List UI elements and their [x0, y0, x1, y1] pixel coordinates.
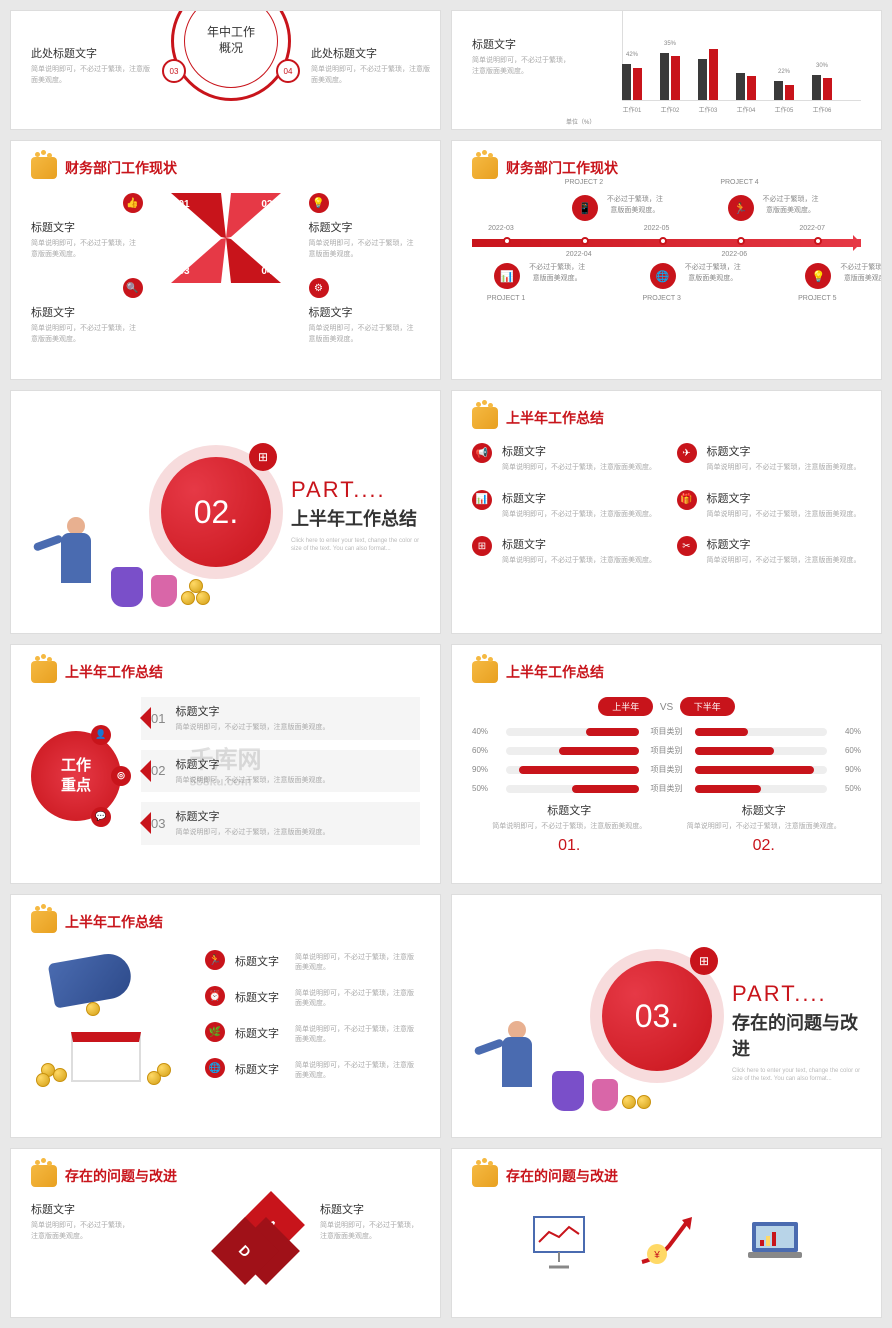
label-right: 此处标题文字 — [311, 45, 431, 61]
xn2: 02 — [261, 199, 272, 210]
slide-finance-status-2: 财务部门工作现状 📊2022-03PROJECT 1不必过于繁琐，注意版面美观度… — [451, 140, 882, 380]
part-num: 02. — [194, 494, 238, 531]
focus-list: 01标题文字简单说明即可，不必过于繁琐，注意版面美观度。02标题文字简单说明即可… — [141, 697, 420, 855]
header-icon — [472, 407, 498, 429]
header-title: 上半年工作总结 — [506, 662, 604, 682]
slide-finance-status-1: 财务部门工作现状 👍标题文字简单说明即可，不必过于繁琐，注意版面美观度。 🔍标题… — [10, 140, 441, 380]
part-label: PART.... — [291, 477, 420, 503]
header-title: 财务部门工作现状 — [506, 158, 618, 178]
slide-part-02: 02.⊞ PART.... 上半年工作总结 Click here to ente… — [10, 390, 441, 634]
header-title: 上半年工作总结 — [65, 662, 163, 682]
label-left: 此处标题文字 — [31, 45, 151, 61]
focus-text: 工作 重点 — [61, 756, 91, 795]
bt2: 标题文字 — [667, 802, 862, 818]
header-icon — [472, 661, 498, 683]
t3: 标题文字 — [31, 304, 143, 320]
pd1: 简单说明即可，不必过于繁琐，注意版面美观度。 — [31, 1221, 131, 1242]
svg-text:¥: ¥ — [653, 1250, 660, 1261]
desc-right: 简单说明即可，不必过于繁琐，注意版面美观度。 — [311, 65, 431, 86]
part-sub: Click here to enter your text, change th… — [732, 1067, 861, 1084]
x-diagram: 01 02 03 04 — [171, 193, 281, 283]
chart-title: 标题文字 — [472, 36, 572, 52]
slide-problems-puzzle: 存在的问题与改进 标题文字 简单说明即可，不必过于繁琐，注意版面美观度。 A B… — [10, 1148, 441, 1318]
bd1: 简单说明即可，不必过于繁琐，注意版面美观度。 — [472, 822, 667, 833]
part-title: 存在的问题与改进 — [732, 1009, 861, 1061]
bar-chart: 工作0142%工作0235%工作03工作04工作0522%工作0630% — [622, 11, 861, 101]
d1: 简单说明即可，不必过于繁琐，注意版面美观度。 — [31, 239, 143, 260]
pt2: 标题文字 — [320, 1201, 420, 1217]
d4: 简单说明即可，不必过于繁琐，注意版面美观度。 — [309, 324, 421, 345]
xn1: 01 — [179, 199, 190, 210]
circle-title: 年中工作 概况 — [174, 10, 288, 98]
header-icon — [472, 1165, 498, 1187]
chart-board-icon — [514, 1207, 604, 1277]
circle-num-03: 03 — [162, 59, 186, 83]
laptop-analytics-icon — [730, 1207, 820, 1277]
xn3: 03 — [179, 266, 190, 277]
header-icon — [31, 157, 57, 179]
growth-arrow-icon: ¥ — [622, 1207, 712, 1277]
part-small-icon: ⊞ — [249, 443, 277, 471]
part-label: PART.... — [732, 981, 861, 1007]
dot-icon-2: ◎ — [111, 766, 131, 786]
xn4: 04 — [261, 266, 272, 277]
bn2: 02. — [667, 837, 862, 855]
header-icon — [31, 1165, 57, 1187]
thumb-icon: 👍 — [123, 193, 143, 213]
slide-vs-comparison: 上半年工作总结 上半年 VS 下半年 40%项目类别40%60%项目类别60%9… — [451, 644, 882, 884]
header-title: 上半年工作总结 — [65, 912, 163, 932]
y-label: 单位（%） — [566, 117, 861, 126]
header-title: 存在的问题与改进 — [506, 1166, 618, 1186]
gear-icon: ⚙ — [309, 278, 329, 298]
puzzle-diagram: A B D — [221, 1201, 290, 1301]
pill-left: 上半年 — [598, 697, 653, 716]
t4: 标题文字 — [309, 304, 421, 320]
t1: 标题文字 — [31, 219, 143, 235]
part-number-circle: 03.⊞ — [602, 961, 712, 1071]
header-title: 存在的问题与改进 — [65, 1166, 177, 1186]
bulb-icon: 💡 — [309, 193, 329, 213]
dot-icon-3: 💬 — [91, 807, 111, 827]
circle-num-04: 04 — [276, 59, 300, 83]
feature-grid: 📢标题文字简单说明即可，不必过于繁琐，注意版面美观度。✈标题文字简单说明即可，不… — [472, 443, 861, 567]
bd2: 简单说明即可，不必过于繁琐，注意版面美观度。 — [667, 822, 862, 833]
vs-text: VS — [660, 702, 673, 713]
slide-overview-circle: 年中工作 概况 03 04 此处标题文字 简单说明即可，不必过于繁琐，注意版面美… — [10, 10, 441, 130]
summary-list: 🏃标题文字简单说明即可，不必过于繁琐，注意版面美观度。⏰标题文字简单说明即可，不… — [205, 950, 420, 1094]
search-icon: 🔍 — [123, 278, 143, 298]
pill-right: 下半年 — [680, 697, 735, 716]
d2: 简单说明即可，不必过于繁琐，注意版面美观度。 — [309, 239, 421, 260]
part-title: 上半年工作总结 — [291, 505, 420, 531]
desc-left: 简单说明即可，不必过于繁琐，注意版面美观度。 — [31, 65, 151, 86]
slide-barchart: 标题文字 简单说明即可，不必过于繁琐，注意版面美观度。 工作0142%工作023… — [451, 10, 882, 130]
slide-summary-grid: 上半年工作总结 📢标题文字简单说明即可，不必过于繁琐，注意版面美观度。✈标题文字… — [451, 390, 882, 634]
focus-circle: 工作 重点 👤 ◎ 💬 — [31, 731, 121, 821]
header-icon — [472, 157, 498, 179]
timeline: 📊2022-03PROJECT 1不必过于繁琐，注意版面美观度。📱2022-04… — [472, 239, 861, 247]
slide-problems-icons: 存在的问题与改进 ¥ — [451, 1148, 882, 1318]
bt1: 标题文字 — [472, 802, 667, 818]
dot-icon-1: 👤 — [91, 725, 111, 745]
d3: 简单说明即可，不必过于繁琐，注意版面美观度。 — [31, 324, 143, 345]
part-sub: Click here to enter your text, change th… — [291, 537, 420, 554]
part-number-circle: 02.⊞ — [161, 457, 271, 567]
chart-desc: 简单说明即可，不必过于繁琐，注意版面美观度。 — [472, 56, 572, 77]
t2: 标题文字 — [309, 219, 421, 235]
hand-illustration — [31, 947, 181, 1097]
header-title: 上半年工作总结 — [506, 408, 604, 428]
slide-focus: 上半年工作总结 工作 重点 👤 ◎ 💬 01标题文字简单说明即可，不必过于繁琐，… — [10, 644, 441, 884]
center-circle: 年中工作 概况 — [171, 10, 291, 101]
bn1: 01. — [472, 837, 667, 855]
pt1: 标题文字 — [31, 1201, 131, 1217]
header-icon — [31, 661, 57, 683]
pd2: 简单说明即可，不必过于繁琐，注意版面美观度。 — [320, 1221, 420, 1242]
slide-part-03: 03.⊞ PART.... 存在的问题与改进 Click here to ent… — [451, 894, 882, 1138]
header-title: 财务部门工作现状 — [65, 158, 177, 178]
part-small-icon: ⊞ — [690, 947, 718, 975]
header-icon — [31, 911, 57, 933]
slide-summary-hand: 上半年工作总结 🏃标题文字简单说明即可，不必过于繁琐，注意版面美观度。⏰标题文字… — [10, 894, 441, 1138]
comparison-rows: 40%项目类别40%60%项目类别60%90%项目类别90%50%项目类别50% — [472, 726, 861, 794]
part-num: 03. — [635, 998, 679, 1035]
